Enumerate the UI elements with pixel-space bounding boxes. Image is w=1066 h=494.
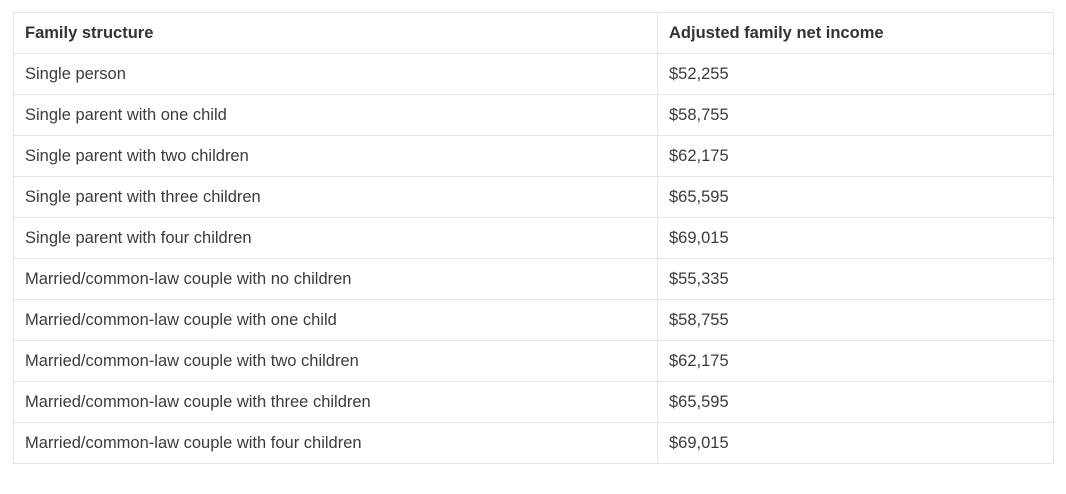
table-row: Married/common-law couple with three chi… (13, 381, 1054, 423)
column-header-family-structure: Family structure (13, 12, 658, 54)
family-structure-cell: Married/common-law couple with three chi… (13, 381, 658, 423)
income-cell: $69,015 (657, 217, 1054, 259)
table-row: Single parent with one child $58,755 (13, 94, 1054, 136)
income-cell: $62,175 (657, 135, 1054, 177)
table-body: Single person $52,255 Single parent with o… (13, 53, 1054, 464)
family-structure-cell: Single parent with four children (13, 217, 658, 259)
income-cell: $55,335 (657, 258, 1054, 300)
table-row: Single person $52,255 (13, 53, 1054, 95)
income-cell: $58,755 (657, 94, 1054, 136)
family-structure-cell: Single parent with one child (13, 94, 658, 136)
table-row: Single parent with two children $62,175 (13, 135, 1054, 177)
table-container: Family structure Adjusted family net inc… (13, 12, 1054, 464)
income-cell: $62,175 (657, 340, 1054, 382)
family-structure-cell: Married/common-law couple with one child (13, 299, 658, 341)
family-structure-cell: Married/common-law couple with two child… (13, 340, 658, 382)
table-row: Single parent with four children $69,015 (13, 217, 1054, 259)
table-row: Married/common-law couple with one child… (13, 299, 1054, 341)
table-row: Married/common-law couple with no childr… (13, 258, 1054, 300)
family-structure-cell: Married/common-law couple with no childr… (13, 258, 658, 300)
income-cell: $65,595 (657, 381, 1054, 423)
income-cell: $58,755 (657, 299, 1054, 341)
family-structure-cell: Married/common-law couple with four chil… (13, 422, 658, 464)
income-cell: $65,595 (657, 176, 1054, 218)
family-structure-cell: Single parent with three children (13, 176, 658, 218)
family-income-table: Family structure Adjusted family net inc… (13, 12, 1054, 464)
column-header-adjusted-family-net-income: Adjusted family net income (657, 12, 1054, 54)
table-row: Single parent with three children $65,595 (13, 176, 1054, 218)
table-header-row: Family structure Adjusted family net inc… (13, 12, 1054, 54)
table-row: Married/common-law couple with two child… (13, 340, 1054, 382)
table-row: Married/common-law couple with four chil… (13, 422, 1054, 464)
family-structure-cell: Single person (13, 53, 658, 95)
income-cell: $69,015 (657, 422, 1054, 464)
income-cell: $52,255 (657, 53, 1054, 95)
family-structure-cell: Single parent with two children (13, 135, 658, 177)
